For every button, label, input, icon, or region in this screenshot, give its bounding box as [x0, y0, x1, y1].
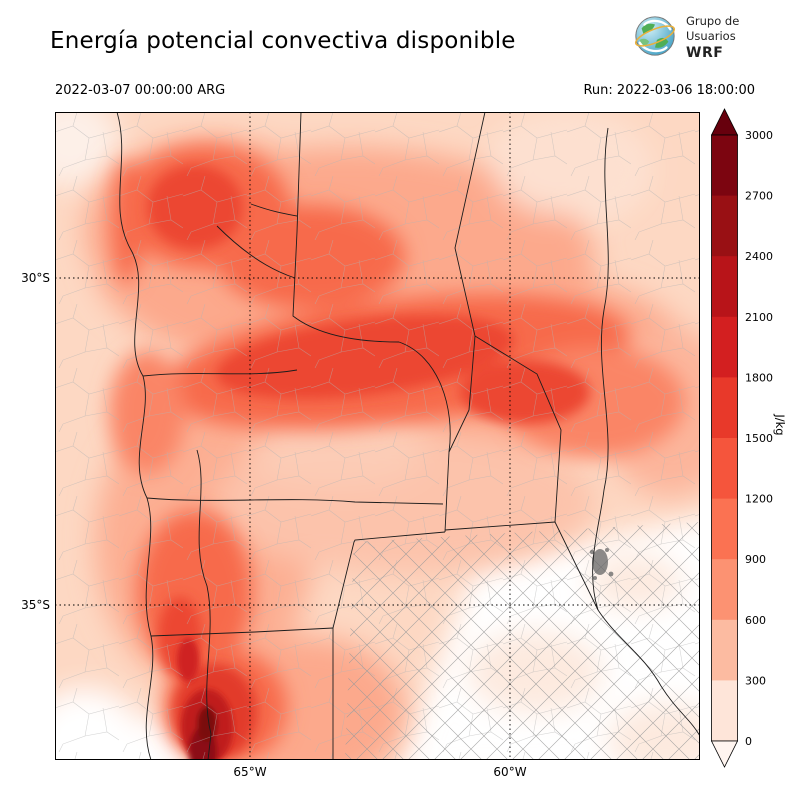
map-layers	[55, 112, 700, 760]
logo-line-1: Grupo de	[686, 14, 739, 28]
wrf-logo-text: Grupo de Usuarios WRF	[686, 14, 739, 62]
logo-line-2: Usuarios	[686, 29, 736, 43]
colorbar-tick-label: 1200	[745, 493, 773, 506]
colorbar-band	[712, 680, 738, 741]
colorbar-band	[712, 499, 738, 560]
xtick-65w: 65°W	[227, 765, 273, 779]
colorbar-band	[712, 559, 738, 620]
colorbar-tick-label: 900	[745, 553, 766, 566]
valid-time-label: 2022-03-07 00:00:00 ARG	[55, 83, 225, 98]
wrf-globe-icon	[632, 13, 678, 63]
buenos-aires-partidos-mesh	[333, 512, 700, 760]
colorbar-tick-label: 1500	[745, 432, 773, 445]
wrf-logo: Grupo de Usuarios WRF	[632, 13, 739, 63]
colorbar-tick-label: 1800	[745, 371, 773, 384]
colorbar-band	[712, 135, 738, 196]
xtick-60w: 60°W	[487, 765, 533, 779]
ytick-30s: 30°S	[12, 271, 50, 285]
map-panel	[55, 112, 700, 760]
colorbar-tick-label: 3000	[745, 129, 773, 142]
colorbar-cap-bottom	[712, 741, 738, 767]
colorbar-tick-label: 2700	[745, 190, 773, 203]
cape-map	[55, 112, 700, 760]
colorbar-tick-label: 2100	[745, 311, 773, 324]
colorbar-cap-top	[712, 109, 738, 135]
colorbar-band	[712, 196, 738, 257]
colorbar-tick-label: 2400	[745, 250, 773, 263]
colorbar-tick-label: 0	[745, 735, 752, 748]
logo-line-3: WRF	[686, 45, 723, 61]
colorbar-band	[712, 317, 738, 378]
run-time-label: Run: 2022-03-06 18:00:00	[583, 83, 755, 98]
colorbar-band	[712, 377, 738, 438]
colorbar-tick-label: 600	[745, 614, 766, 627]
colorbar-band	[712, 620, 738, 681]
page-title: Energía potencial convectiva disponible	[50, 28, 516, 54]
colorbar-tick-labels: 30002700240021001800150012009006003000	[745, 129, 773, 748]
colorbar-bands	[712, 135, 738, 742]
colorbar-units-label: J/kg	[773, 403, 787, 447]
colorbar-tick-label: 300	[745, 674, 766, 687]
ytick-35s: 35°S	[12, 598, 50, 612]
colorbar-band	[712, 256, 738, 317]
colorbar-band	[712, 438, 738, 499]
